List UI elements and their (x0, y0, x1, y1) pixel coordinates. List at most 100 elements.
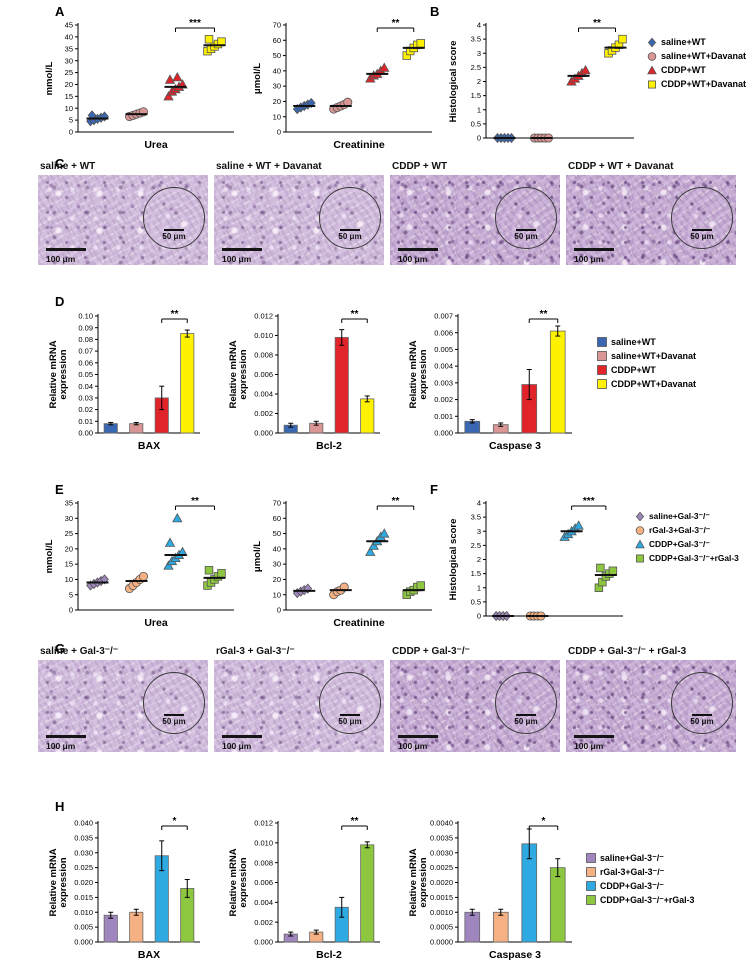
svg-text:3.5: 3.5 (471, 513, 481, 522)
chart-bax-ko: 0.000 0.005 0.010 0.015 0.020 0.025 0.030 0.035… (48, 816, 200, 961)
svg-text:10: 10 (65, 575, 73, 584)
svg-text:0.005: 0.005 (74, 923, 93, 932)
legend-label: saline+Gal-3⁻/⁻ (649, 511, 710, 521)
legend-item: saline+WT+Davanat (596, 350, 696, 362)
svg-text:0.000: 0.000 (74, 938, 93, 947)
svg-text:0.0000: 0.0000 (430, 938, 453, 947)
legend-item: saline+WT (646, 36, 746, 48)
svg-text:0: 0 (477, 134, 481, 143)
scale-label: 100 μm (574, 254, 604, 264)
svg-text:2.5: 2.5 (471, 541, 481, 550)
histology-image: 50 μm 100 μm (38, 175, 208, 265)
svg-text:0.007: 0.007 (434, 312, 453, 321)
histology-inset: 50 μm (495, 672, 557, 734)
svg-text:Bcl-2: Bcl-2 (316, 440, 342, 452)
legend-label: CDDP+Gal-3⁻/⁻+rGal-3 (600, 894, 695, 905)
svg-text:0: 0 (277, 606, 281, 615)
histology-title: CDDP + Gal-3⁻/⁻ (392, 646, 470, 657)
svg-text:0.012: 0.012 (254, 819, 273, 828)
svg-text:4: 4 (477, 21, 481, 30)
legend-item: saline+Gal-3⁻/⁻ (585, 852, 694, 864)
diamond-marker-icon (647, 37, 657, 48)
legend-item: rGal-3+Gal-3⁻/⁻ (585, 866, 694, 878)
legend-label: rGal-3+Gal-3⁻/⁻ (649, 525, 711, 535)
svg-text:0.5: 0.5 (471, 597, 481, 606)
svg-text:60: 60 (273, 36, 281, 45)
panel-label-f: F (430, 482, 438, 497)
svg-text:expression: expression (238, 857, 249, 907)
histology-image: 50 μm 100 μm (38, 660, 208, 752)
svg-text:70: 70 (273, 499, 281, 508)
svg-text:0.015: 0.015 (74, 893, 93, 902)
svg-text:0.000: 0.000 (434, 429, 453, 438)
svg-text:0.04: 0.04 (78, 382, 93, 391)
svg-text:30: 30 (273, 82, 281, 91)
histology-image: 50 μm 100 μm (566, 660, 736, 752)
legend-label: CDDP+WT (611, 365, 656, 375)
scale-bar (222, 735, 262, 738)
svg-text:**: ** (540, 309, 548, 320)
scale-label: 100 μm (398, 254, 428, 264)
legend-label: CDDP+WT+Davanat (661, 79, 747, 89)
legend-item: CDDP+WT+Davanat (646, 78, 746, 90)
svg-text:**: ** (191, 496, 199, 507)
svg-text:0.03: 0.03 (78, 394, 93, 403)
svg-text:1.5: 1.5 (471, 91, 481, 100)
histology-title: saline + Gal-3⁻/⁻ (40, 646, 119, 657)
svg-text:0.004: 0.004 (434, 362, 453, 371)
svg-text:0.10: 0.10 (78, 312, 93, 321)
scale-label: 100 μm (46, 254, 76, 264)
svg-text:Relative mRNA: Relative mRNA (48, 848, 59, 916)
svg-text:mmol/L: mmol/L (44, 539, 55, 573)
scale-label-inset: 50 μm (320, 714, 380, 726)
scale-bar (46, 248, 86, 251)
circle-marker-icon (635, 526, 645, 535)
svg-text:0.003: 0.003 (434, 378, 453, 387)
svg-text:50: 50 (273, 529, 281, 538)
svg-text:3.5: 3.5 (471, 35, 481, 44)
svg-text:Relative mRNA: Relative mRNA (48, 340, 59, 408)
histology-inset: 50 μm (671, 672, 733, 734)
svg-text:Urea: Urea (144, 617, 168, 629)
scale-label-inset: 50 μm (672, 714, 732, 726)
legend-panel-f: saline+Gal-3⁻/⁻ rGal-3+Gal-3⁻/⁻ CDDP+Gal-3… (634, 510, 739, 564)
histology-image: 50 μm 100 μm (566, 175, 736, 265)
svg-text:5: 5 (69, 590, 73, 599)
svg-text:2.5: 2.5 (471, 63, 481, 72)
scale-bar (398, 248, 438, 251)
svg-text:**: ** (351, 309, 359, 320)
legend-label: CDDP+WT (661, 65, 706, 75)
chart-histological-score-wt: 0 0.5 1 1.5 2 2.5 3 3.5 4 Histological score ** (448, 18, 634, 144)
svg-text:Creatinine: Creatinine (333, 617, 385, 629)
histology-image: 50 μm 100 μm (214, 660, 384, 752)
legend-label: saline+WT+Davanat (611, 351, 697, 361)
scale-label-inset: 50 μm (496, 229, 556, 241)
svg-text:Histological score: Histological score (448, 41, 459, 123)
svg-text:50: 50 (273, 51, 281, 60)
scale-bar (574, 248, 614, 251)
scale-label-inset: 50 μm (144, 229, 204, 241)
legend-item: CDDP+WT+Davanat (596, 378, 696, 390)
svg-text:expression: expression (418, 349, 429, 399)
svg-text:0.02: 0.02 (78, 405, 93, 414)
diamond-marker-icon (586, 853, 596, 863)
svg-text:10: 10 (273, 112, 281, 121)
svg-text:30: 30 (65, 514, 73, 523)
svg-text:**: ** (392, 18, 400, 29)
svg-text:0: 0 (69, 128, 73, 137)
legend-item: CDDP+WT (646, 64, 746, 76)
scale-bar (46, 735, 86, 738)
histology-inset: 50 μm (495, 187, 557, 249)
svg-text:0.004: 0.004 (254, 898, 273, 907)
legend-item: CDDP+Gal-3⁻/⁻ (585, 880, 694, 892)
svg-text:***: *** (583, 496, 595, 507)
scale-label: 100 μm (222, 741, 252, 751)
svg-text:Relative mRNA: Relative mRNA (228, 340, 239, 408)
chart-urea-wt: 0 5 10 15 20 25 30 35 40 45 mmol/L Urea *** (44, 18, 234, 151)
svg-text:μmol/L: μmol/L (252, 541, 263, 572)
legend-item: CDDP+WT (596, 364, 696, 376)
scale-bar (222, 248, 262, 251)
diamond-marker-icon (635, 511, 645, 522)
legend-label: CDDP+WT+Davanat (611, 379, 697, 389)
histology-image: 50 μm 100 μm (214, 175, 384, 265)
